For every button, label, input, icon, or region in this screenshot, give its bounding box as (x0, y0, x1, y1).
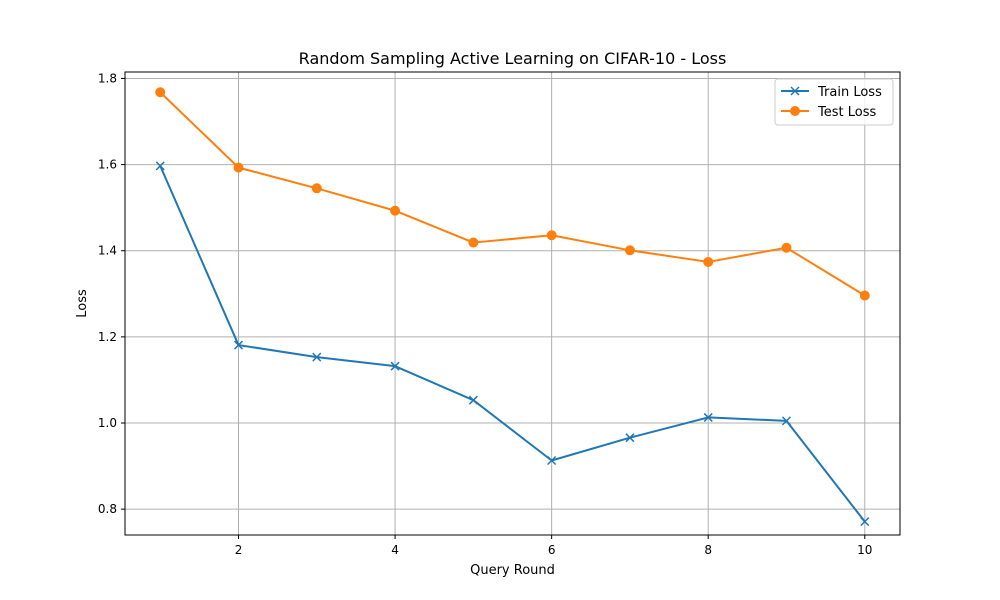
grid (125, 72, 900, 535)
train-loss-point (547, 455, 557, 466)
train-loss-point (233, 340, 244, 350)
train-loss-point (390, 361, 400, 371)
x-tick-label: 2 (235, 543, 243, 557)
x-axis-label: Query Round (470, 563, 555, 578)
x-marker-stroke (790, 86, 800, 96)
x-marker-stroke (155, 161, 165, 171)
x-marker-stroke (468, 395, 478, 405)
x-tick-label: 6 (548, 543, 556, 557)
y-tick-label: 1.6 (98, 158, 117, 172)
x-marker-stroke (390, 361, 400, 371)
plot-frame (124, 71, 901, 536)
x-marker-stroke (233, 340, 244, 350)
train-loss-point (703, 412, 713, 422)
legend-item-train-loss: Train Loss (781, 85, 882, 100)
test-loss-point (781, 242, 792, 253)
train-loss-line (159, 165, 866, 523)
axis-ticks: 2 4 6 8 10 0.8 1.0 1.2 1.4 1.6 1.8 (98, 71, 873, 557)
y-tick-label: 1.8 (98, 71, 117, 85)
x-marker-stroke (781, 416, 792, 426)
y-tick-label: 1.2 (98, 330, 117, 344)
y-tick-label: 0.8 (98, 502, 117, 516)
x-marker-stroke (312, 352, 322, 362)
test-loss-point (624, 245, 635, 256)
test-loss-line (159, 91, 866, 297)
test-loss-point (859, 290, 870, 301)
x-marker-stroke (625, 433, 635, 443)
test-loss-point (703, 256, 714, 267)
test-loss-point (155, 87, 166, 98)
chart-title: Random Sampling Active Learning on CIFAR… (299, 49, 727, 68)
test-loss-point (390, 205, 401, 216)
train-loss-point (468, 395, 478, 405)
legend-swatch-marker (790, 86, 800, 96)
legend: Train Loss Test Loss (774, 78, 894, 126)
y-tick-label: 1.4 (98, 244, 117, 258)
test-loss-point (468, 237, 479, 248)
y-tick-label: 1.0 (98, 416, 117, 430)
train-loss-point (860, 517, 870, 527)
train-loss-point (312, 352, 322, 362)
legend-label: Test Loss (817, 105, 876, 120)
x-tick-label: 4 (391, 543, 399, 557)
legend-swatch-marker (790, 106, 800, 116)
train-loss-point (155, 161, 165, 171)
train-loss-point (781, 416, 792, 426)
x-marker-stroke (860, 517, 870, 527)
x-tick-label: 10 (857, 543, 872, 557)
x-marker-stroke (703, 412, 713, 422)
legend-item-test-loss: Test Loss (781, 105, 876, 120)
test-loss-point (233, 162, 244, 173)
test-loss-point (311, 183, 322, 194)
train-loss-point (625, 433, 635, 443)
x-tick-label: 8 (704, 543, 712, 557)
y-axis-label: Loss (75, 289, 90, 318)
legend-label: Train Loss (817, 85, 882, 100)
plot-area (155, 87, 870, 527)
x-marker-stroke (547, 455, 557, 466)
test-loss-point (546, 230, 557, 241)
